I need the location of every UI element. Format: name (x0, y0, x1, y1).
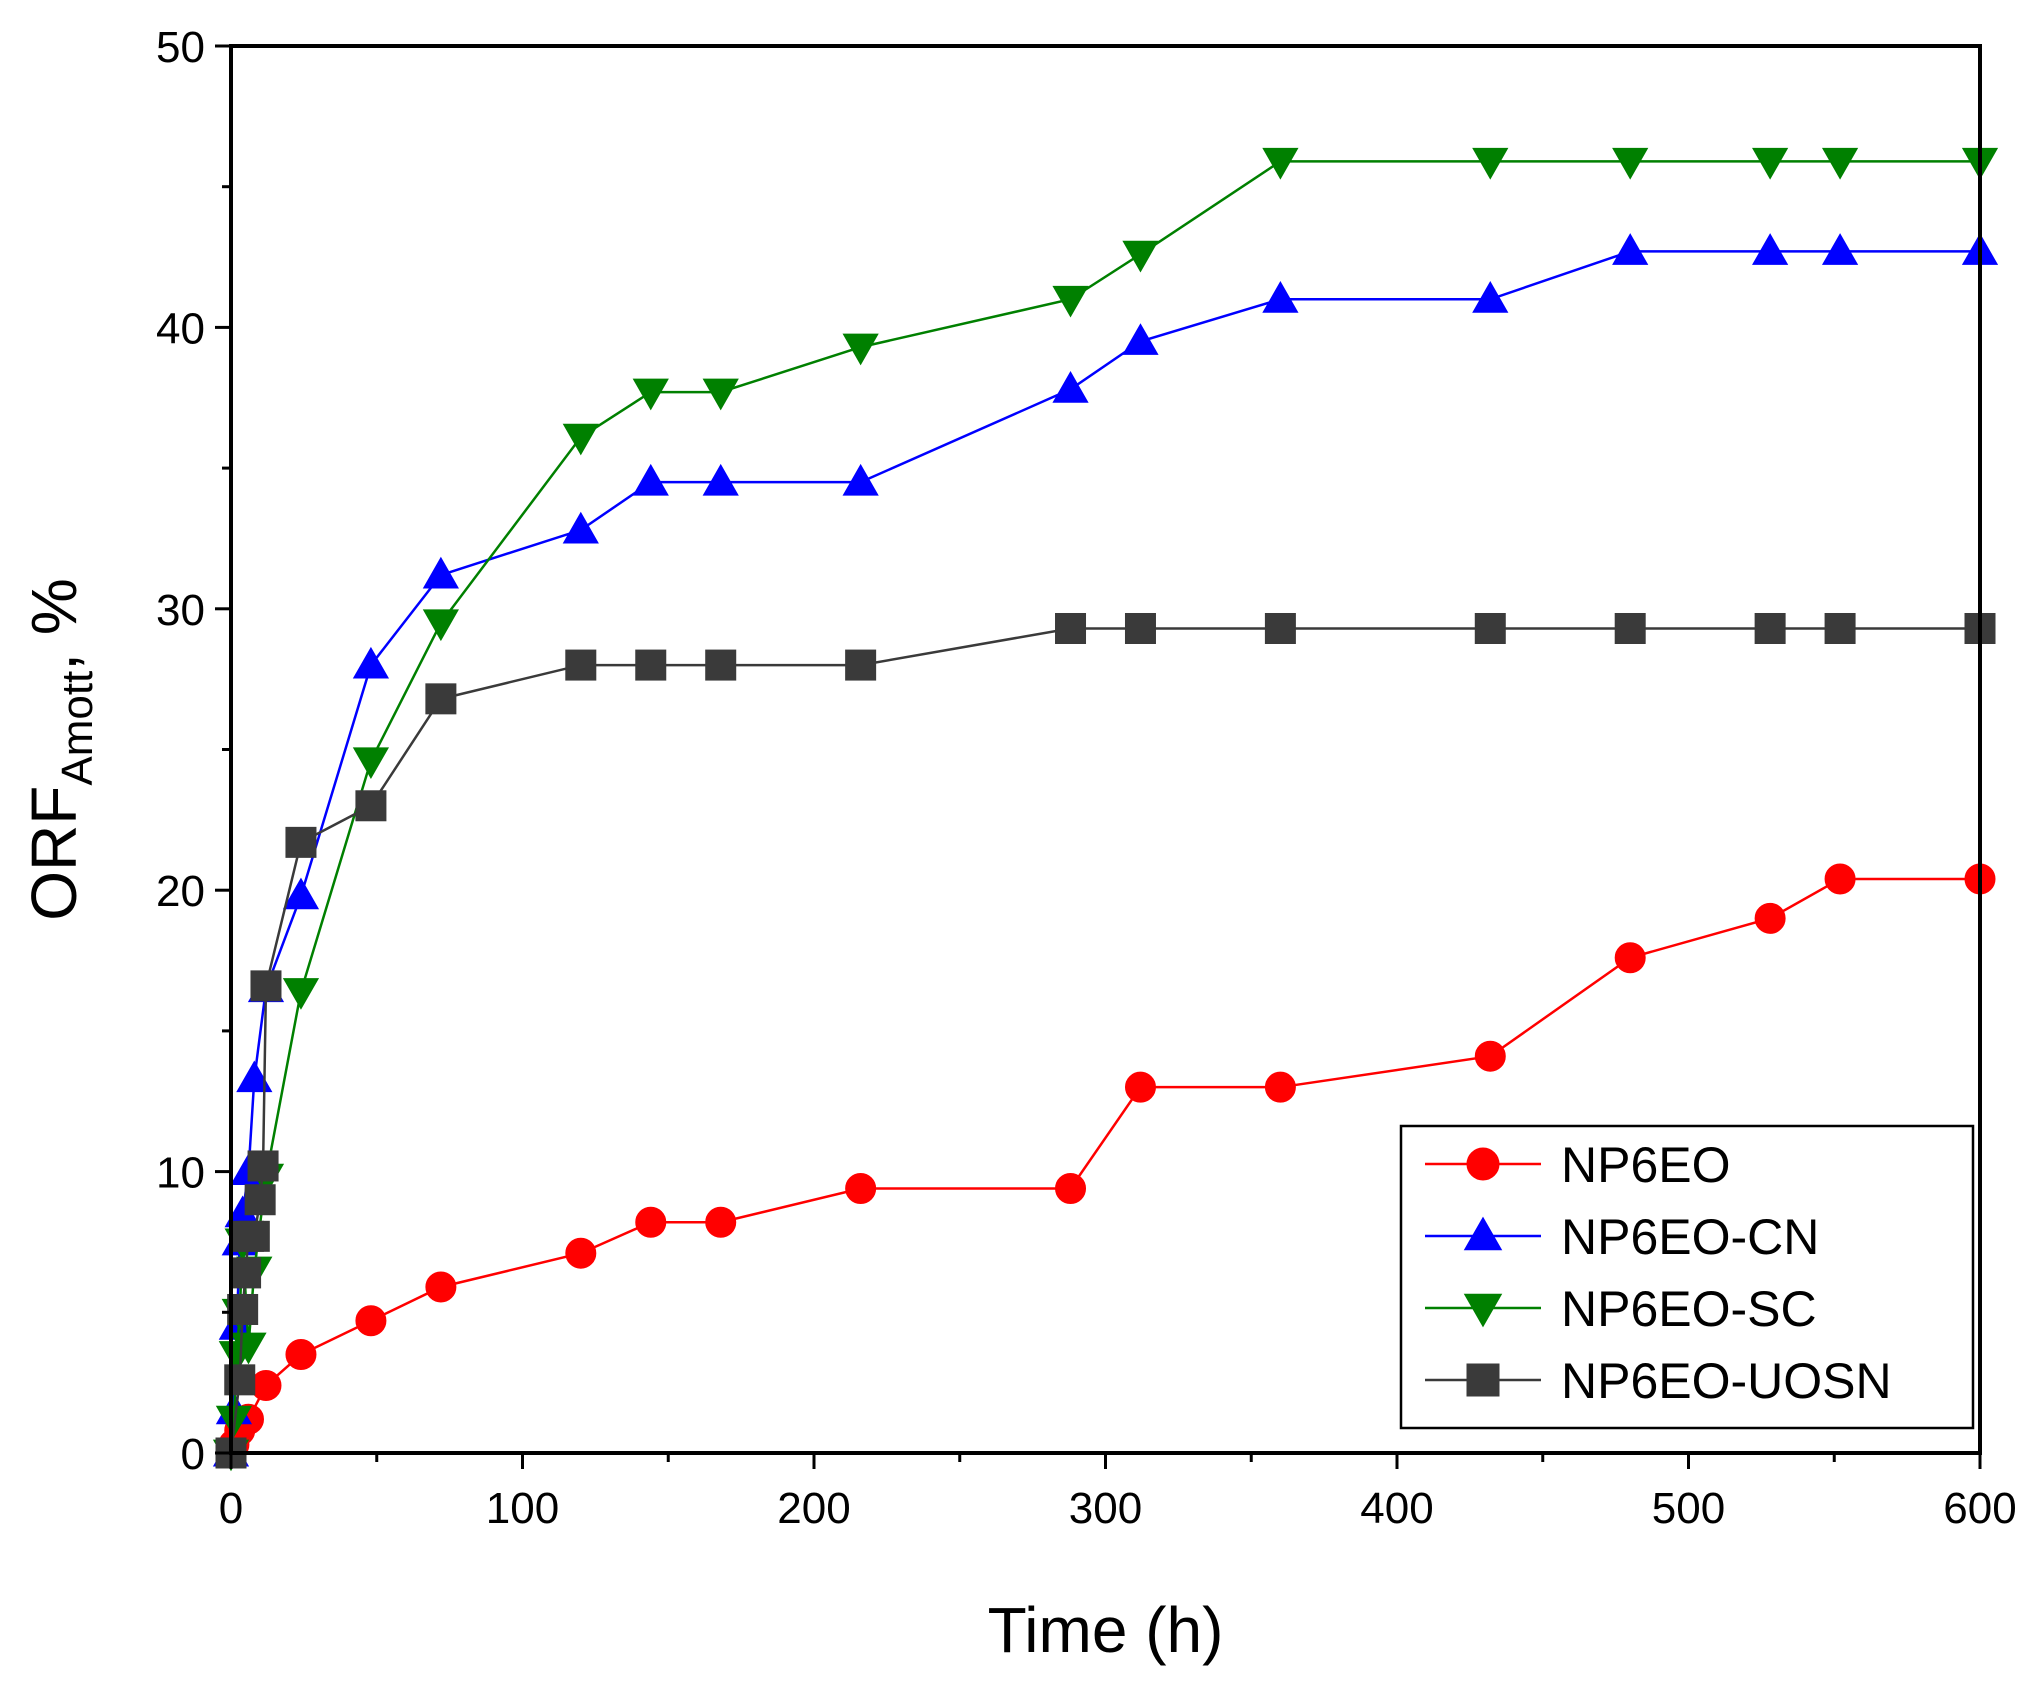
data-point (285, 826, 317, 858)
x-tick-label: 200 (777, 1484, 850, 1533)
data-point (425, 683, 457, 715)
y-axis-title-suffix: , % (18, 578, 90, 670)
data-point (1472, 281, 1509, 313)
data-point (702, 378, 739, 411)
data-point (1614, 612, 1646, 644)
data-point (1262, 147, 1299, 180)
data-point (635, 649, 667, 681)
legend-item: NP6EO-SC (1425, 1281, 1817, 1337)
data-point (705, 1206, 737, 1238)
x-tick-label: 300 (1069, 1484, 1142, 1533)
data-point (238, 1220, 270, 1252)
legend-marker (1466, 1363, 1500, 1397)
data-point (1754, 902, 1786, 934)
data-point (702, 463, 739, 496)
data-point (1824, 863, 1856, 895)
x-tick-label: 600 (1943, 1484, 2016, 1533)
data-point (236, 1060, 273, 1093)
legend-label: NP6EO-CN (1561, 1209, 1819, 1265)
x-axis-ticks: 0 100 200 300 400 500 600 (219, 1453, 2017, 1533)
x-tick-label: 0 (219, 1484, 243, 1533)
data-point (842, 333, 879, 366)
data-point (1474, 1040, 1506, 1072)
data-point (1052, 371, 1089, 403)
legend-label: NP6EO (1561, 1137, 1731, 1193)
y-tick-label: 40 (156, 304, 205, 353)
data-point (1824, 612, 1856, 644)
data-point (1474, 612, 1506, 644)
data-point (1052, 285, 1089, 318)
data-point (1264, 1071, 1296, 1103)
data-point (1262, 281, 1299, 313)
legend-label: NP6EO-SC (1561, 1281, 1817, 1337)
data-point (282, 877, 320, 910)
data-point (845, 649, 877, 681)
data-point (845, 1172, 877, 1204)
series-layer (212, 147, 1999, 1472)
data-point (565, 649, 597, 681)
data-point (1614, 942, 1646, 974)
legend-marker (1466, 1147, 1500, 1181)
y-tick-label: 50 (156, 23, 205, 72)
data-point (1124, 612, 1156, 644)
y-tick-label: 10 (156, 1149, 205, 1198)
legend-item: NP6EO (1425, 1137, 1731, 1193)
data-point (352, 747, 390, 780)
y-tick-label: 20 (156, 867, 205, 916)
data-point (1122, 240, 1159, 273)
data-point (422, 556, 459, 589)
data-point (635, 1206, 667, 1238)
legend-marker (1463, 1216, 1503, 1251)
data-point (632, 463, 669, 496)
data-point (425, 1271, 457, 1303)
data-point (1612, 233, 1649, 265)
data-point (1264, 612, 1296, 644)
y-axis-ticks: 0 10 20 30 40 50 (156, 23, 231, 1479)
y-tick-label: 0 (181, 1430, 205, 1479)
data-point (355, 790, 387, 822)
data-point (1752, 147, 1789, 180)
x-axis-title: Time (h) (988, 1594, 1224, 1666)
data-point (842, 463, 879, 496)
data-point (632, 378, 669, 411)
legend-label: NP6EO-UOSN (1561, 1353, 1892, 1409)
y-axis-title-subscript: Amott (53, 671, 102, 786)
data-point (250, 970, 282, 1002)
legend-item: NP6EO-CN (1425, 1209, 1819, 1265)
legend: NP6EO NP6EO-CN NP6EO-SC NP6EO-UOSN (1399, 1124, 1975, 1430)
data-point (1124, 1071, 1156, 1103)
data-point (282, 978, 320, 1010)
data-point (1752, 233, 1789, 265)
data-point (230, 1257, 262, 1289)
data-point (1122, 323, 1159, 355)
legend-item: NP6EO-UOSN (1425, 1353, 1892, 1409)
x-tick-label: 100 (486, 1484, 559, 1533)
data-point (250, 1369, 282, 1401)
data-point (244, 1184, 276, 1216)
data-point (562, 511, 599, 544)
y-axis-title: ORFAmott, % (18, 578, 102, 920)
series-np6eo-uosn (215, 612, 1996, 1469)
data-point (562, 423, 599, 456)
data-point (1612, 147, 1649, 180)
data-point (355, 1305, 387, 1337)
x-tick-label: 500 (1652, 1484, 1725, 1533)
x-tick-label: 400 (1360, 1484, 1433, 1533)
y-axis-title-main: ORF (18, 786, 90, 921)
data-point (247, 1150, 279, 1182)
y-tick-label: 30 (156, 586, 205, 635)
data-point (705, 649, 737, 681)
data-point (1821, 233, 1859, 265)
data-point (422, 609, 459, 642)
legend-marker (1463, 1293, 1503, 1328)
data-point (1055, 1172, 1087, 1204)
data-point (1821, 147, 1859, 180)
data-point (352, 646, 390, 679)
data-point (565, 1237, 597, 1269)
data-point (1754, 612, 1786, 644)
data-point (285, 1339, 317, 1371)
data-point (1472, 147, 1509, 180)
data-point (1055, 612, 1087, 644)
